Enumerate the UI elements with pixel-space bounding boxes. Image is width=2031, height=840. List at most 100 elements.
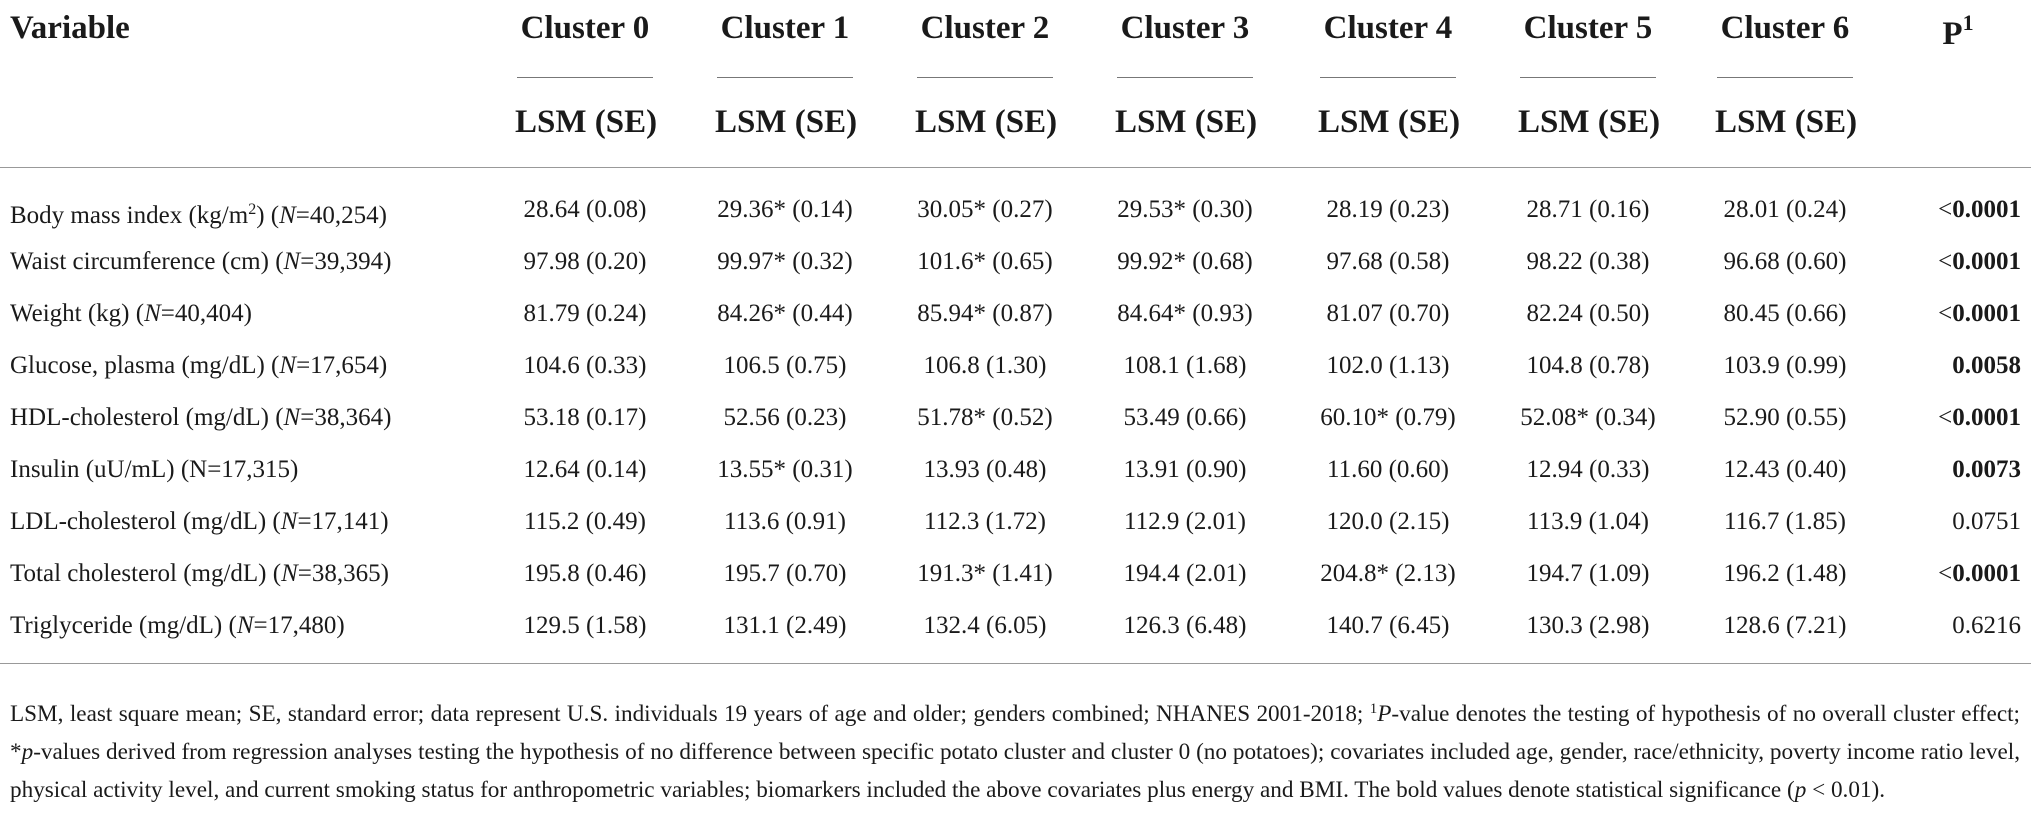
table-row: Insulin (uU/mL) (N=17,315) 12.64 (0.14) 13… — [0, 444, 2031, 496]
row-value-cluster-1: 52.56 (0.23) — [723, 404, 847, 431]
row-value-cluster-1: 106.5 (0.75) — [723, 352, 847, 379]
header-underline-2 — [917, 77, 1053, 78]
footnote-p-italic3: p — [1794, 777, 1807, 803]
row-value-cluster-5: 98.22 (0.38) — [1526, 248, 1650, 275]
row-value-cluster-2: 191.3* (1.41) — [917, 560, 1053, 587]
row-p-value: 0.0073 — [1952, 456, 2021, 483]
table-row: HDL-cholesterol (mg/dL) (N=38,364) 53.18 … — [0, 392, 2031, 444]
row-value-cluster-3: 194.4 (2.01) — [1123, 560, 1247, 587]
row-value-cluster-0: 115.2 (0.49) — [524, 508, 646, 535]
footnote-part1: LSM, least square mean; SE, standard err… — [10, 701, 1370, 727]
row-value-cluster-4: 97.68 (0.58) — [1326, 248, 1450, 275]
header-lsm-se-6: LSM (SE) — [1715, 104, 1858, 140]
row-p-value: 0.0058 — [1952, 352, 2021, 379]
header-lsm-se-1: LSM (SE) — [715, 104, 858, 140]
row-value-cluster-4: 11.60 (0.60) — [1327, 456, 1449, 483]
row-value-cluster-6: 196.2 (1.48) — [1723, 560, 1847, 587]
row-value-cluster-1: 131.1 (2.49) — [723, 612, 847, 639]
row-value-cluster-2: 85.94* (0.87) — [917, 300, 1053, 327]
table-row: Total cholesterol (mg/dL) (N=38,365) 195.… — [0, 548, 2031, 600]
table-row: Glucose, plasma (mg/dL) (N=17,654) 104.6 … — [0, 340, 2031, 392]
row-label: LDL-cholesterol (mg/dL) (N=17,141) — [10, 508, 389, 535]
header-cluster-2: Cluster 2 — [920, 10, 1050, 46]
header-variable: Variable — [10, 10, 130, 46]
header-lsm-se-4: LSM (SE) — [1318, 104, 1461, 140]
header-underline-1 — [717, 77, 853, 78]
row-value-cluster-1: 113.6 (0.91) — [724, 508, 846, 535]
header-cluster-5: Cluster 5 — [1523, 10, 1653, 46]
row-value-cluster-0: 104.6 (0.33) — [523, 352, 647, 379]
row-value-cluster-5: 104.8 (0.78) — [1526, 352, 1650, 379]
row-label: Triglyceride (mg/dL) (N=17,480) — [10, 612, 345, 639]
row-label: Body mass index (kg/m2) (N=40,254) — [10, 201, 387, 229]
row-value-cluster-4: 120.0 (2.15) — [1326, 508, 1450, 535]
row-value-cluster-6: 12.43 (0.40) — [1723, 456, 1847, 483]
row-value-cluster-1: 99.97* (0.32) — [717, 248, 853, 275]
footnote-part2: -value denotes the testing of hypothesis… — [10, 701, 2020, 765]
table-row: Waist circumference (cm) (N=39,394) 97.98… — [0, 236, 2031, 288]
footnote-p-italic: P — [1377, 701, 1392, 727]
row-value-cluster-3: 53.49 (0.66) — [1123, 404, 1247, 431]
row-label: Total cholesterol (mg/dL) (N=38,365) — [10, 560, 389, 587]
row-value-cluster-4: 28.19 (0.23) — [1326, 196, 1450, 223]
header-underline-3 — [1117, 77, 1253, 78]
row-value-cluster-4: 140.7 (6.45) — [1326, 612, 1450, 639]
row-value-cluster-2: 51.78* (0.52) — [917, 404, 1053, 431]
table-row: Triglyceride (mg/dL) (N=17,480) 129.5 (1.… — [0, 600, 2031, 652]
row-p-value: 0.6216 — [1952, 612, 2021, 639]
row-value-cluster-3: 112.9 (2.01) — [1124, 508, 1246, 535]
row-value-cluster-2: 101.6* (0.65) — [917, 248, 1053, 275]
row-value-cluster-4: 81.07 (0.70) — [1326, 300, 1450, 327]
row-value-cluster-5: 130.3 (2.98) — [1526, 612, 1650, 639]
row-label: Waist circumference (cm) (N=39,394) — [10, 248, 392, 275]
row-value-cluster-0: 195.8 (0.46) — [523, 560, 647, 587]
row-value-cluster-2: 106.8 (1.30) — [923, 352, 1047, 379]
header-cluster-6: Cluster 6 — [1720, 10, 1850, 46]
row-value-cluster-2: 13.93 (0.48) — [923, 456, 1047, 483]
header-underline-6 — [1717, 77, 1853, 78]
row-value-cluster-5: 52.08* (0.34) — [1520, 404, 1656, 431]
row-label: Glucose, plasma (mg/dL) (N=17,654) — [10, 352, 388, 379]
row-value-cluster-3: 99.92* (0.68) — [1117, 248, 1253, 275]
row-value-cluster-1: 13.55* (0.31) — [717, 456, 853, 483]
row-p-value: <0.0001 — [1938, 248, 2021, 275]
header-lsm-se-3: LSM (SE) — [1115, 104, 1258, 140]
row-value-cluster-6: 96.68 (0.60) — [1723, 248, 1847, 275]
footnote-sup1: 1 — [1369, 701, 1378, 717]
footnote-part4: < 0.01). — [1806, 777, 1886, 803]
row-value-cluster-6: 128.6 (7.21) — [1723, 612, 1847, 639]
row-value-cluster-4: 60.10* (0.79) — [1320, 404, 1456, 431]
row-value-cluster-1: 29.36* (0.14) — [717, 196, 853, 223]
row-value-cluster-0: 81.79 (0.24) — [523, 300, 647, 327]
row-value-cluster-4: 102.0 (1.13) — [1326, 352, 1450, 379]
row-value-cluster-0: 28.64 (0.08) — [523, 196, 647, 223]
row-value-cluster-6: 28.01 (0.24) — [1723, 196, 1847, 223]
row-value-cluster-4: 204.8* (2.13) — [1320, 560, 1456, 587]
table-footnote: LSM, least square mean; SE, standard err… — [10, 690, 2020, 809]
row-value-cluster-3: 29.53* (0.30) — [1117, 196, 1253, 223]
header-cluster-0: Cluster 0 — [520, 10, 650, 46]
row-p-value: <0.0001 — [1938, 196, 2021, 223]
footnote-p-italic2: p — [21, 739, 34, 765]
row-value-cluster-2: 112.3 (1.72) — [924, 508, 1046, 535]
row-label: Insulin (uU/mL) (N=17,315) — [10, 456, 299, 483]
table-row: Weight (kg) (N=40,404) 81.79 (0.24) 84.26*… — [0, 288, 2031, 340]
row-value-cluster-1: 195.7 (0.70) — [723, 560, 847, 587]
header-underline-5 — [1520, 77, 1656, 78]
row-value-cluster-6: 116.7 (1.85) — [1724, 508, 1846, 535]
row-value-cluster-0: 97.98 (0.20) — [523, 248, 647, 275]
row-value-cluster-5: 12.94 (0.33) — [1526, 456, 1650, 483]
row-value-cluster-1: 84.26* (0.44) — [717, 300, 853, 327]
table-row: Body mass index (kg/m2) (N=40,254) 28.64 … — [0, 184, 2031, 236]
header-p-value: P1 — [1928, 10, 1988, 53]
row-value-cluster-6: 52.90 (0.55) — [1723, 404, 1847, 431]
row-value-cluster-5: 82.24 (0.50) — [1526, 300, 1650, 327]
header-cluster-1: Cluster 1 — [720, 10, 850, 46]
row-value-cluster-0: 53.18 (0.17) — [523, 404, 647, 431]
row-value-cluster-2: 132.4 (6.05) — [923, 612, 1047, 639]
row-p-value: <0.0001 — [1938, 560, 2021, 587]
row-p-value: 0.0751 — [1952, 508, 2021, 535]
table-top-rule — [0, 167, 2031, 168]
header-p-label: P — [1942, 16, 1963, 52]
header-cluster-4: Cluster 4 — [1323, 10, 1453, 46]
